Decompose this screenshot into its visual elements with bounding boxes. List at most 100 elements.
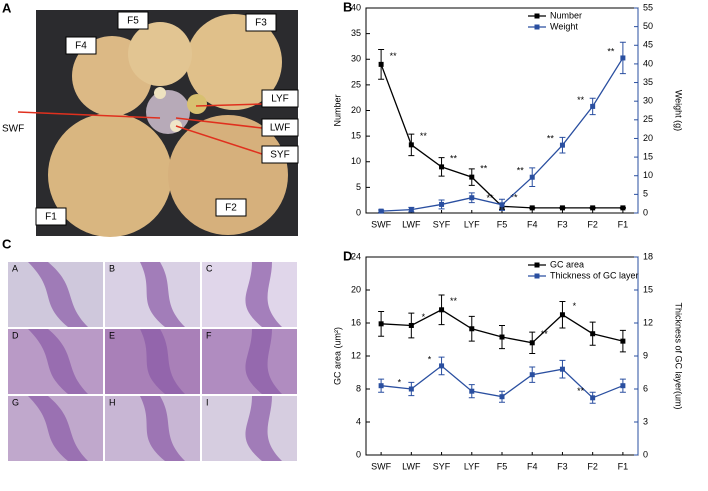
significance: **: [480, 164, 488, 174]
panel-letter: B: [343, 0, 352, 14]
legend-label: Number: [550, 10, 582, 20]
y2-axis-label: Weight (g): [674, 90, 684, 131]
y-axis-label: GC area (um²): [332, 327, 342, 385]
marker: [469, 326, 475, 332]
pointer: [195, 103, 263, 107]
image-label: C: [206, 263, 213, 273]
marker: [620, 383, 626, 389]
y2-tick-label: 0: [643, 207, 648, 217]
tissue: [28, 396, 88, 461]
x-tick-label: F5: [497, 461, 508, 471]
small-follicles: [146, 90, 190, 134]
y2-tick-label: 18: [643, 251, 653, 261]
image-label: B: [109, 263, 115, 273]
y2-tick-label: 40: [643, 58, 653, 68]
tissue: [28, 262, 88, 327]
x-tick-label: F3: [557, 219, 568, 229]
y-tick-label: 4: [356, 416, 361, 426]
x-tick-label: F2: [587, 461, 598, 471]
x-tick-label: F1: [618, 461, 629, 471]
significance: *: [428, 354, 432, 364]
marker: [590, 103, 596, 109]
significance: **: [577, 386, 585, 396]
x-tick-label: F4: [527, 219, 538, 229]
significance: **: [450, 153, 458, 163]
y2-tick-label: 45: [643, 40, 653, 50]
x-tick-label: LWF: [402, 219, 421, 229]
follicle: [128, 22, 192, 86]
y-tick-label: 0: [356, 449, 361, 459]
significance: **: [486, 193, 494, 203]
significance: **: [390, 51, 398, 61]
marker: [378, 321, 384, 327]
y2-tick-label: 3: [643, 416, 648, 426]
marker: [469, 195, 475, 201]
image-label: G: [12, 397, 19, 407]
tissue: [140, 262, 185, 327]
photo-label: F2: [225, 203, 237, 214]
photo-label: LWF: [270, 123, 290, 134]
marker: [529, 174, 535, 180]
follicle: [186, 14, 282, 110]
tissue: [140, 396, 185, 461]
label-box: [117, 11, 149, 30]
marker: [408, 142, 414, 148]
significance: *: [398, 377, 402, 387]
x-tick-label: LYF: [464, 461, 480, 471]
photo-label: F3: [255, 18, 267, 29]
marker: [469, 174, 475, 180]
x-tick-label: F4: [527, 461, 538, 471]
x-tick-label: LWF: [402, 461, 421, 471]
panel-letter: C: [2, 236, 12, 251]
marker: [499, 202, 505, 208]
photo-label: F5: [127, 16, 139, 27]
label-box: [261, 89, 299, 108]
y2-tick-label: 35: [643, 77, 653, 87]
photo-label: SWF: [2, 124, 24, 135]
series-line: [381, 57, 624, 212]
y2-axis-label: Thickness of GC layer(um): [674, 302, 684, 409]
x-tick-label: SYF: [433, 219, 451, 229]
marker: [439, 164, 445, 170]
tissue: [140, 329, 185, 394]
y2-tick-label: 50: [643, 21, 653, 31]
tissue: [245, 329, 282, 394]
y2-tick-label: 25: [643, 114, 653, 124]
marker: [439, 307, 445, 313]
image-label: D: [12, 330, 19, 340]
label-box: [245, 13, 277, 32]
legend-marker: [534, 24, 540, 30]
y-tick-label: 24: [351, 251, 361, 261]
image-label: I: [206, 397, 209, 407]
label-box: [261, 118, 299, 137]
significance: **: [547, 134, 555, 144]
y-tick-label: 25: [351, 79, 361, 89]
significance: **: [450, 296, 458, 306]
marker: [620, 205, 626, 211]
follicle: [168, 115, 288, 235]
legend-label: GC area: [550, 259, 584, 269]
y2-tick-label: 15: [643, 284, 653, 294]
significance: **: [420, 131, 428, 141]
y-tick-label: 40: [351, 2, 361, 12]
tissue: [245, 396, 282, 461]
y-tick-label: 15: [351, 131, 361, 141]
marker: [559, 312, 565, 318]
y-tick-label: 8: [356, 383, 361, 393]
marker: [590, 395, 596, 401]
image-label: F: [206, 330, 212, 340]
follicle: [48, 113, 172, 237]
x-tick-label: SYF: [433, 461, 451, 471]
y2-tick-label: 9: [643, 350, 648, 360]
x-tick-label: SWF: [371, 219, 391, 229]
y2-tick-label: 15: [643, 151, 653, 161]
plot-frame: [365, 256, 639, 456]
marker: [529, 340, 535, 346]
y2-tick-label: 20: [643, 133, 653, 143]
y2-tick-label: 30: [643, 96, 653, 106]
legend-marker: [534, 273, 540, 279]
marker: [529, 205, 535, 211]
significance: **: [510, 193, 518, 203]
legend-marker: [534, 262, 540, 268]
